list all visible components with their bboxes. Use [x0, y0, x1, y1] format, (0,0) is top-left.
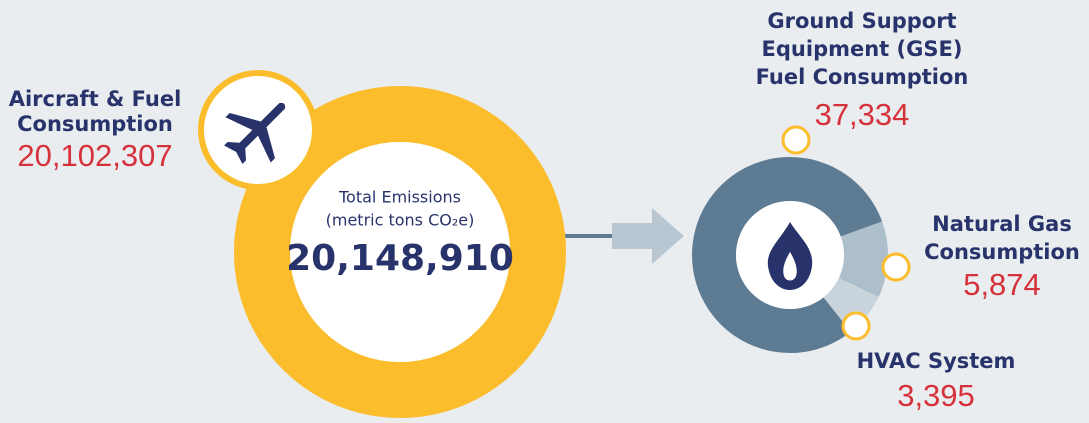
total-center [290, 142, 510, 362]
source-name: Natural Gas [932, 212, 1072, 236]
donut-segment [838, 221, 888, 297]
plane-icon [224, 102, 286, 164]
source-value: 5,874 [963, 267, 1041, 302]
total-title: Total Emissions [338, 188, 461, 207]
total-value: 20,148,910 [286, 238, 514, 279]
source-value: 37,334 [815, 97, 910, 132]
source-name: Consumption [924, 240, 1080, 264]
source-name: Equipment (GSE) [762, 37, 963, 61]
aircraft-name: Aircraft & Fuel [9, 87, 182, 111]
source-name: Ground Support [767, 9, 956, 33]
donut-segment [692, 157, 883, 353]
aircraft-value: 20,102,307 [17, 138, 172, 173]
breakdown-donut [692, 125, 911, 353]
aircraft-name: Consumption [17, 112, 173, 136]
donut-segment [822, 277, 879, 332]
source-name: HVAC System [857, 349, 1016, 373]
donut-center [736, 201, 844, 309]
total-title: (metric tons CO₂e) [326, 211, 475, 230]
flame-icon [767, 222, 813, 290]
marker-dot [841, 311, 871, 341]
total-ring [234, 86, 566, 418]
marker-dot [781, 125, 811, 155]
source-value: 3,395 [897, 378, 975, 413]
source-name: Fuel Consumption [756, 65, 969, 89]
marker-dot [881, 252, 911, 282]
arrow [612, 208, 684, 264]
